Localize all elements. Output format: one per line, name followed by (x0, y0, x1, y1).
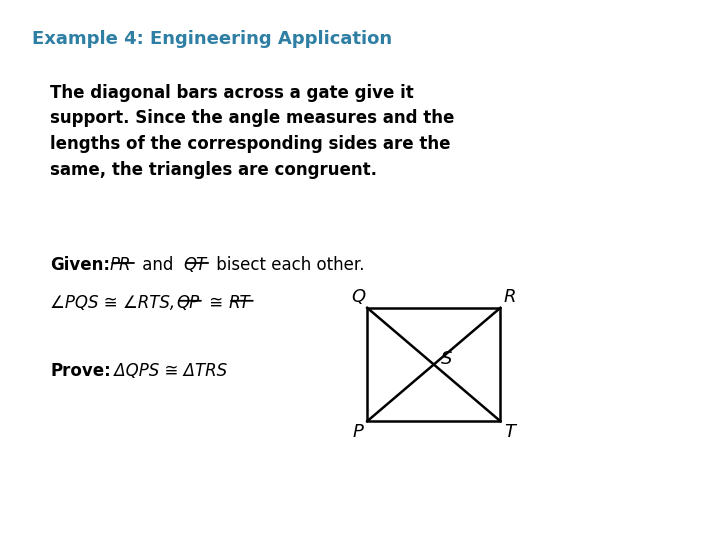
Text: PR: PR (109, 256, 131, 274)
Text: ∠PQS ≅ ∠RTS,: ∠PQS ≅ ∠RTS, (50, 294, 186, 312)
Text: bisect each other.: bisect each other. (211, 256, 364, 274)
Text: Prove:: Prove: (50, 362, 111, 380)
Text: T: T (504, 423, 516, 441)
Text: Example 4: Engineering Application: Example 4: Engineering Application (32, 30, 392, 48)
Text: Given:: Given: (50, 256, 110, 274)
Text: Q: Q (351, 288, 365, 306)
Text: P: P (352, 423, 364, 441)
Text: QP: QP (176, 294, 199, 312)
Text: The diagonal bars across a gate give it
support. Since the angle measures and th: The diagonal bars across a gate give it … (50, 84, 455, 179)
Text: S: S (441, 350, 452, 368)
Text: QT: QT (184, 256, 207, 274)
Text: ΔQPS ≅ ΔTRS: ΔQPS ≅ ΔTRS (109, 362, 228, 380)
Text: and: and (137, 256, 179, 274)
Text: RT: RT (228, 294, 250, 312)
Text: R: R (503, 288, 516, 306)
Text: ≅: ≅ (204, 294, 228, 312)
